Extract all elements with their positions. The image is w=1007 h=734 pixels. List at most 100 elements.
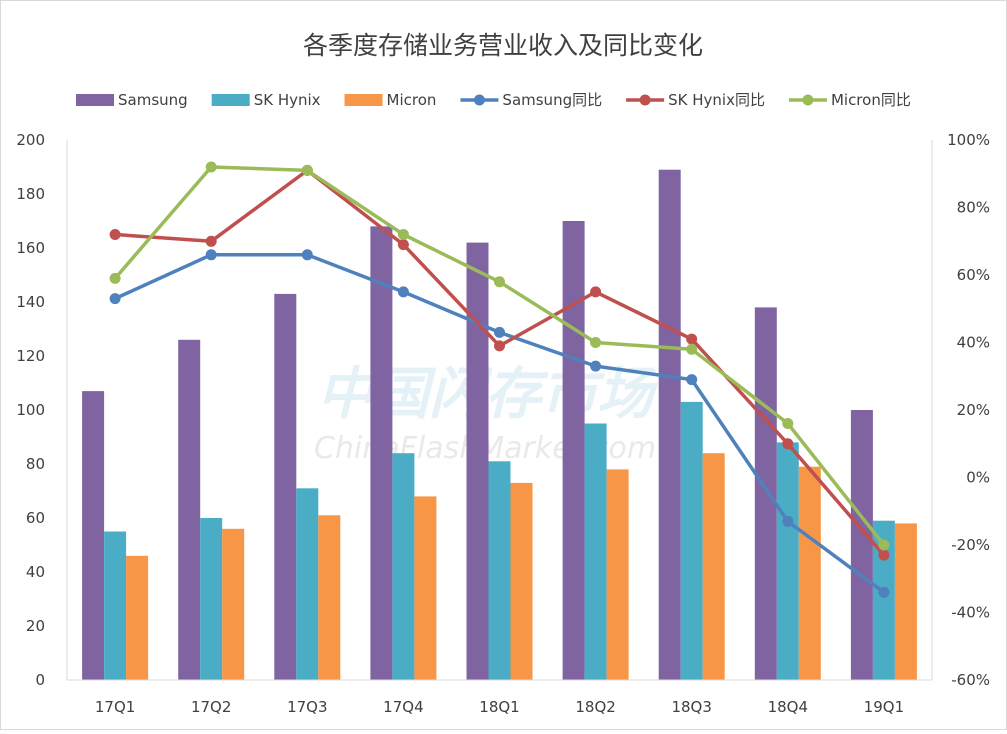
- axes-layer: 0 20 40 60 80 100 120 140 160 180 200 -60% -40% -20% 0…: [16, 131, 990, 716]
- point-micron-yoy-18q3: [686, 343, 698, 355]
- point-micron-yoy-18q2: [590, 337, 602, 348]
- legend-swatch-marker: [802, 94, 814, 106]
- bar-samsung-17q4: [370, 226, 393, 680]
- legend-item-samsung-yoy: Samsung同比: [460, 91, 602, 109]
- legend-item-samsung: Samsung: [76, 91, 188, 109]
- point-sk-hynix-yoy-18q4: [782, 438, 794, 450]
- legend-label: SK Hynix同比: [668, 91, 765, 109]
- y-left-tick-label: 140: [16, 293, 45, 311]
- bar-sk-hynix-17q4: [392, 453, 415, 680]
- point-micron-yoy-17q3: [301, 164, 313, 176]
- legend-item-sk-hynix-yoy: SK Hynix同比: [626, 91, 765, 109]
- legend-swatch: [344, 94, 383, 106]
- y-right-tick-label: -40%: [951, 604, 990, 622]
- y-right-tick-label: 60%: [957, 266, 990, 284]
- legend-item-sk-hynix: SK Hynix: [211, 91, 321, 109]
- x-tick-label: 18Q4: [768, 698, 808, 716]
- x-tick-label: 18Q3: [671, 698, 711, 716]
- bar-sk-hynix-18q4: [776, 442, 799, 680]
- point-micron-yoy-17q4: [397, 229, 409, 240]
- bar-samsung-17q3: [274, 293, 297, 680]
- bar-sk-hynix-19q1: [872, 520, 895, 680]
- point-samsung-yoy-17q2: [205, 249, 217, 261]
- bar-samsung-18q1: [466, 242, 489, 680]
- bar-sk-hynix-18q2: [584, 423, 607, 680]
- y-right-tick-label: -20%: [951, 536, 990, 554]
- bar-micron-17q1: [126, 555, 149, 680]
- point-micron-yoy-17q1: [109, 272, 121, 284]
- y-right-tick-label: 80%: [957, 199, 990, 217]
- point-micron-yoy-19q1: [878, 539, 890, 551]
- bar-micron-17q3: [318, 515, 341, 680]
- line-layer: [109, 161, 890, 598]
- point-samsung-yoy-18q2: [590, 360, 602, 372]
- point-micron-yoy-18q1: [494, 276, 505, 288]
- bar-sk-hynix-17q1: [104, 531, 127, 680]
- legend-item-micron: Micron: [344, 91, 437, 109]
- x-tick-label: 17Q3: [287, 698, 327, 716]
- y-left-tick-label: 80: [26, 455, 45, 473]
- bar-sk-hynix-17q2: [200, 518, 223, 680]
- y-right-tick-label: 40%: [957, 334, 990, 352]
- y-right-tick-label: 0%: [966, 469, 990, 487]
- point-samsung-yoy-17q4: [397, 286, 409, 298]
- y-right-tick-label: -60%: [951, 671, 990, 689]
- point-sk-hynix-yoy-17q2: [205, 235, 217, 247]
- point-micron-yoy-17q2: [205, 161, 217, 173]
- bar-sk-hynix-17q3: [296, 488, 319, 680]
- legend-label: SK Hynix: [254, 91, 321, 109]
- point-samsung-yoy-17q3: [301, 249, 313, 261]
- legend-swatch: [211, 94, 250, 106]
- legend-label: Micron: [387, 91, 437, 109]
- bar-samsung-18q3: [658, 169, 681, 680]
- x-tick-label: 19Q1: [864, 698, 904, 716]
- bar-layer: [82, 169, 917, 680]
- bar-samsung-19q1: [850, 410, 873, 680]
- legend-item-micron-yoy: Micron同比: [788, 91, 911, 109]
- bar-micron-17q2: [222, 528, 245, 680]
- chart-legend: Samsung SK Hynix Micron Samsung同比 SK Hynix同比…: [76, 91, 911, 109]
- legend-label: Micron同比: [831, 91, 911, 109]
- bar-micron-18q3: [702, 453, 725, 680]
- point-sk-hynix-yoy-18q3: [686, 333, 698, 345]
- x-tick-label: 17Q4: [383, 698, 423, 716]
- bar-micron-18q2: [606, 469, 629, 680]
- bar-micron-19q1: [894, 523, 917, 680]
- x-tick-label: 18Q2: [575, 698, 615, 716]
- y-left-tick-label: 200: [16, 131, 45, 149]
- y-left-tick-label: 60: [26, 509, 45, 527]
- bar-samsung-18q4: [754, 307, 777, 680]
- legend-swatch: [76, 94, 114, 106]
- bar-samsung-17q1: [82, 391, 105, 680]
- bar-micron-17q4: [414, 496, 437, 680]
- y-left-tick-label: 180: [16, 185, 45, 203]
- y-left-tick-label: 40: [26, 563, 45, 581]
- chart-title: 各季度存储业务营业收入及同比变化: [303, 31, 703, 60]
- y-right-tick-label: 20%: [957, 401, 990, 419]
- y-right-tick-label: 100%: [947, 131, 990, 149]
- point-sk-hynix-yoy-18q1: [494, 340, 505, 352]
- legend-swatch-marker: [473, 94, 485, 106]
- point-samsung-yoy-18q3: [686, 374, 698, 386]
- bar-sk-hynix-18q1: [488, 461, 511, 680]
- bar-micron-18q4: [798, 466, 821, 680]
- x-tick-label: 17Q2: [191, 698, 231, 716]
- y-left-tick-label: 100: [16, 401, 45, 419]
- legend-label: Samsung: [118, 91, 188, 109]
- point-sk-hynix-yoy-17q1: [109, 229, 121, 240]
- point-sk-hynix-yoy-17q4: [397, 239, 409, 251]
- point-sk-hynix-yoy-18q2: [590, 286, 602, 298]
- point-samsung-yoy-19q1: [878, 586, 890, 598]
- bar-micron-18q1: [510, 482, 533, 680]
- x-tick-label: 18Q1: [479, 698, 519, 716]
- legend-swatch-marker: [639, 94, 651, 106]
- point-samsung-yoy-18q1: [494, 326, 505, 338]
- point-micron-yoy-18q4: [782, 418, 794, 429]
- y-left-tick-label: 160: [16, 239, 45, 257]
- point-samsung-yoy-17q1: [109, 293, 121, 305]
- legend-label: Samsung同比: [502, 91, 602, 109]
- point-sk-hynix-yoy-19q1: [878, 549, 890, 561]
- point-samsung-yoy-18q4: [782, 515, 794, 527]
